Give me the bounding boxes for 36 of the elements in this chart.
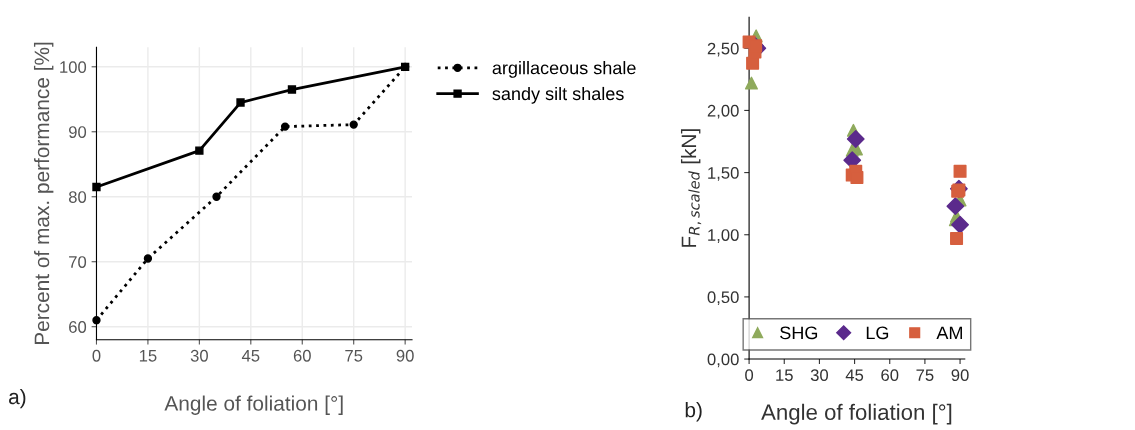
y-tick-label: 0,50	[707, 291, 739, 306]
y-tick-label: 60	[69, 321, 87, 333]
x-tick-label: 45	[241, 350, 260, 362]
y-tick-label: 1,50	[708, 166, 739, 181]
y-tick-label: 2,00	[707, 104, 739, 119]
y-tick-label: 70	[69, 256, 87, 268]
legend-label: sandy silt shales	[492, 86, 624, 104]
x-tick-label: 75	[916, 369, 934, 382]
x-axis-title: Angle of foliation [°]	[164, 395, 343, 415]
y-tick-label: 0,00	[707, 353, 739, 368]
y-tick-label: 1,00	[708, 229, 739, 243]
x-tick-label: 90	[396, 349, 414, 362]
text: b)	[685, 402, 702, 422]
x-tick-label: 30	[190, 349, 208, 362]
x-tick-label: 90	[951, 369, 969, 382]
x-tick-label: 0	[92, 349, 101, 362]
text: a)	[9, 388, 26, 409]
x-tick-label: 45	[845, 369, 864, 382]
x-tick-label: 75	[345, 350, 363, 362]
x-tick-label: 15	[139, 350, 157, 362]
x-tick-label: 15	[776, 369, 793, 382]
y-axis-title: F$_{R,scaled}$ [kN]	[680, 129, 702, 247]
x-tick-label: 0	[745, 369, 754, 382]
x-tick-label: 60	[293, 349, 311, 362]
y-axis-title: Percent of max. performance [%]	[33, 42, 54, 345]
y-tick-label: 100	[60, 61, 87, 73]
x-axis-title: Angle of foliation [°]	[761, 403, 952, 425]
y-tick-label: 90	[69, 126, 87, 138]
legend-label: LG	[866, 326, 889, 340]
legend-label: SHG	[780, 326, 818, 340]
x-tick-label: 30	[810, 369, 829, 382]
legend-label: argillaceous shale	[492, 61, 636, 78]
y-tick-label: 80	[68, 191, 87, 203]
x-tick-label: 60	[881, 369, 899, 382]
legend-label: AM	[936, 326, 962, 340]
y-tick-label: 2,50	[707, 42, 739, 57]
